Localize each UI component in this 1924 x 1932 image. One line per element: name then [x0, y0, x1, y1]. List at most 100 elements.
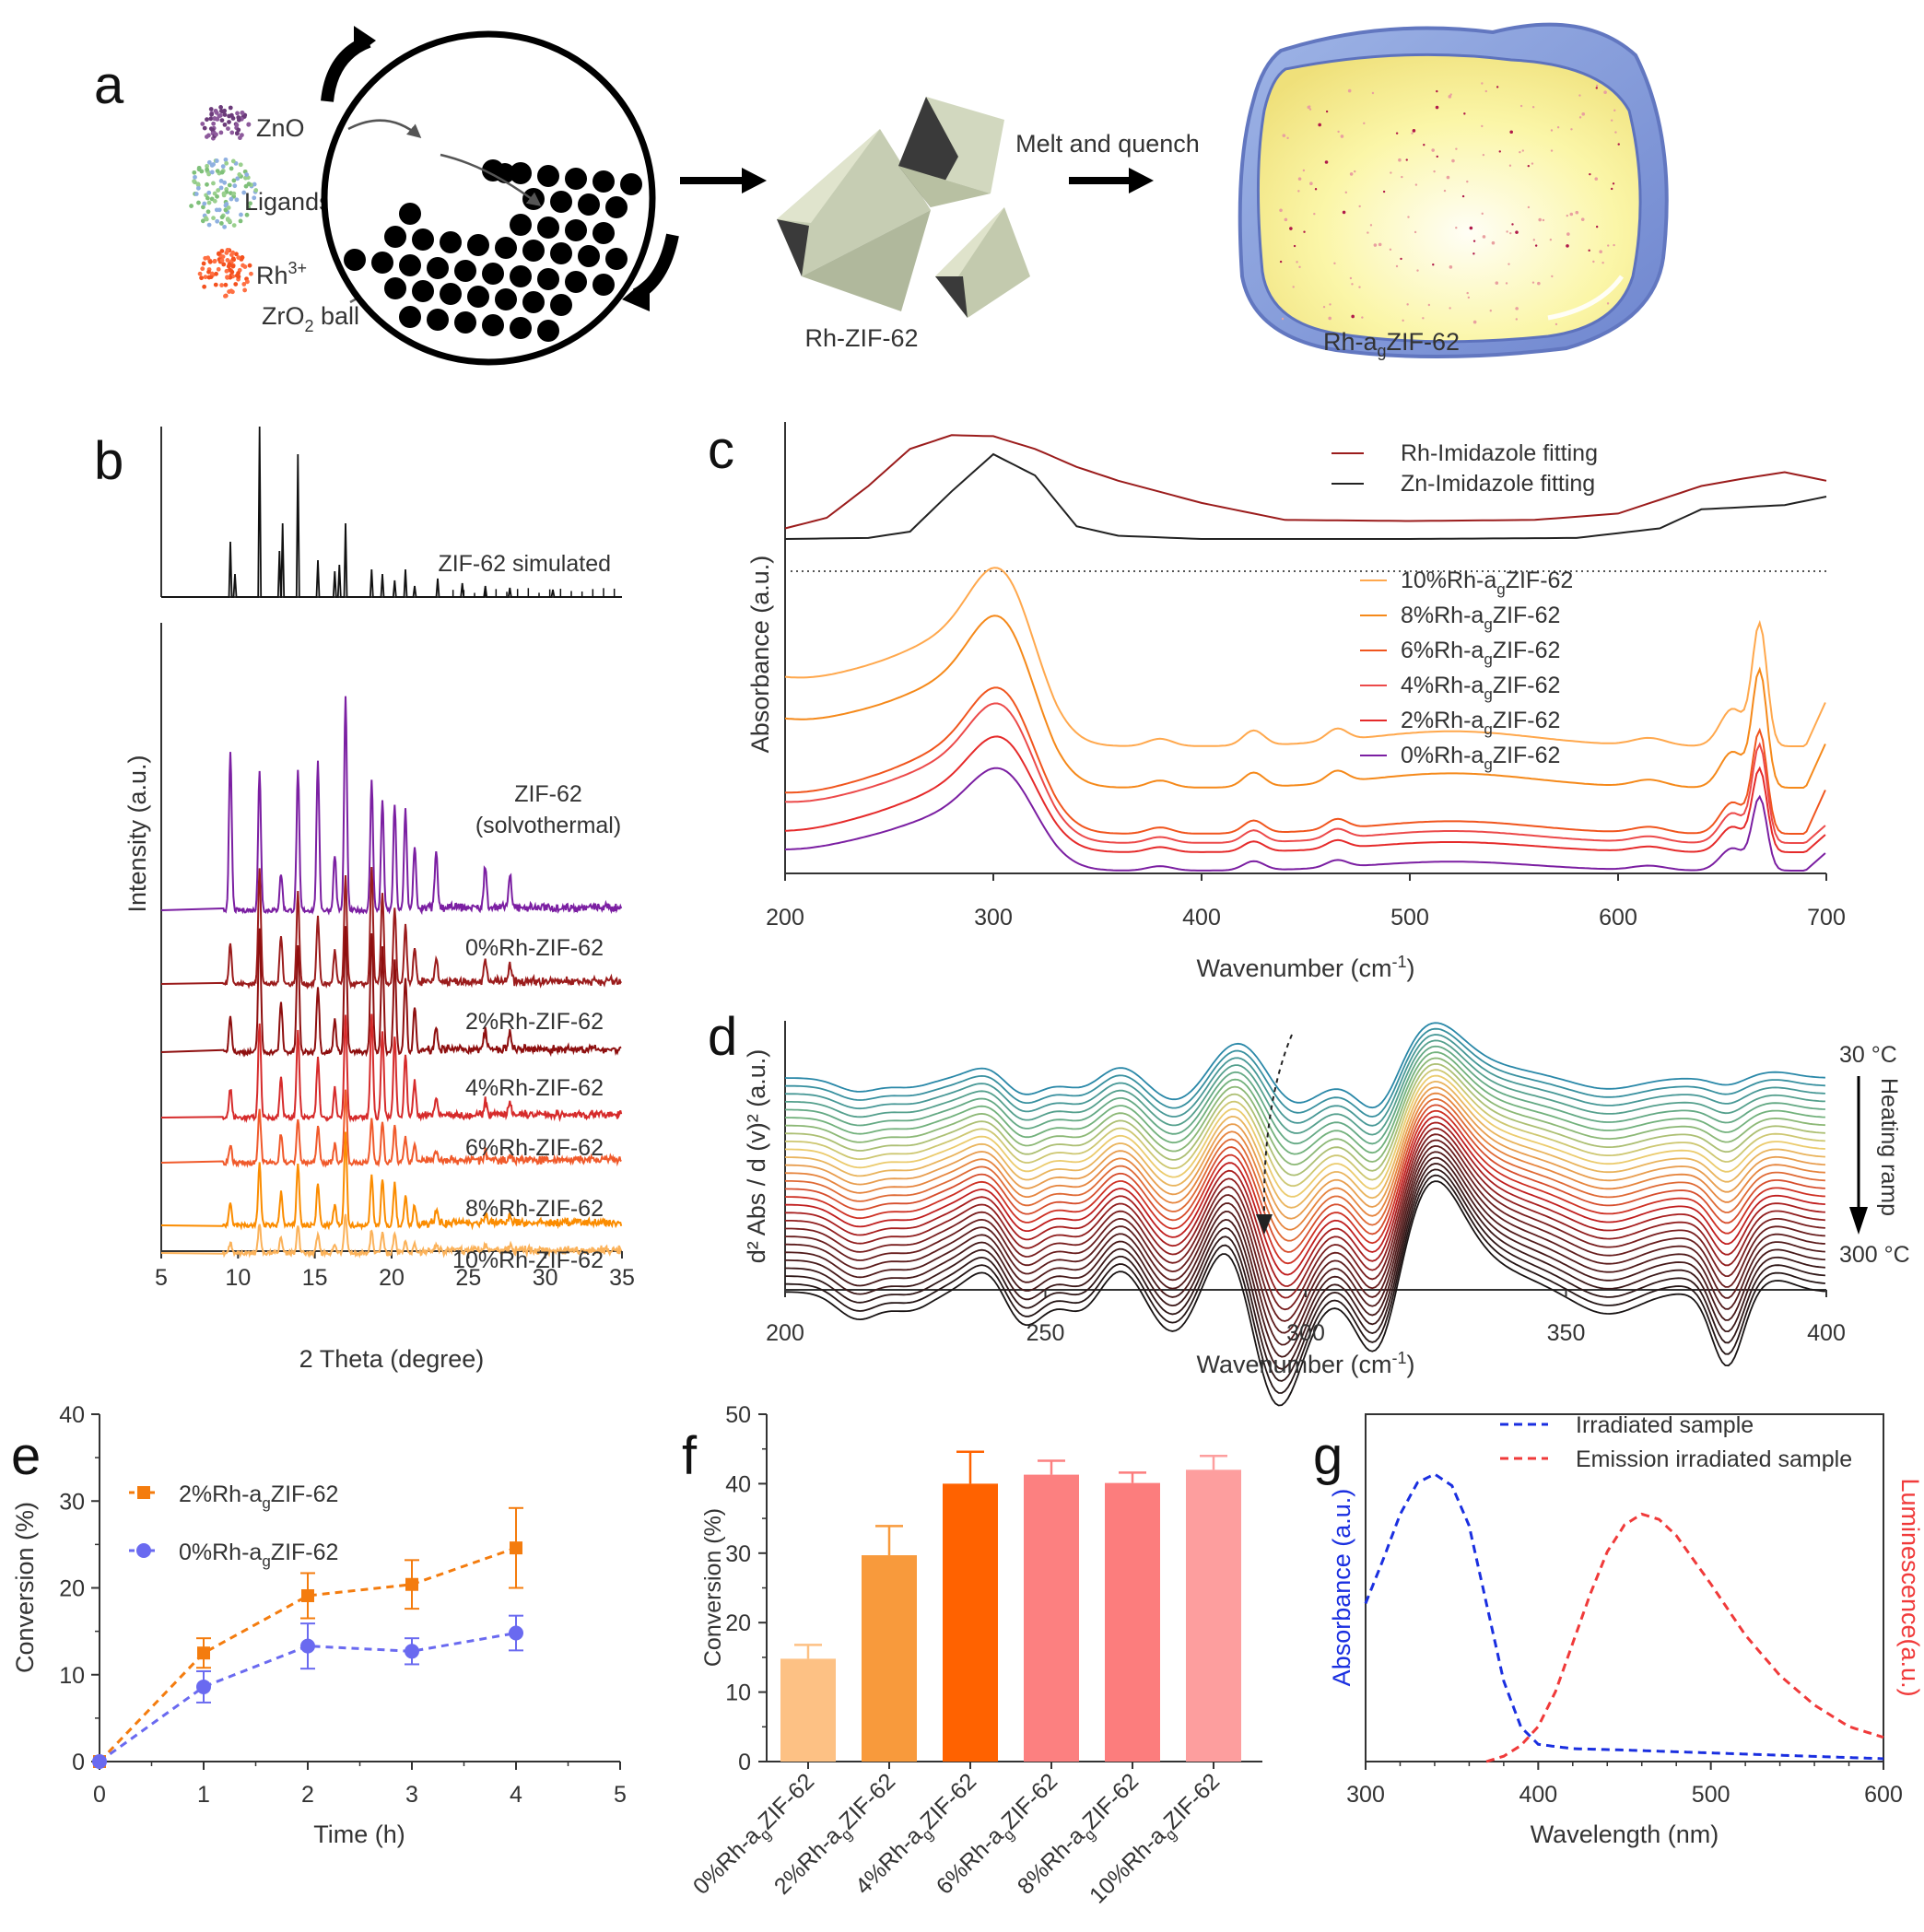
particle — [227, 120, 231, 124]
zro2-ball — [440, 283, 462, 305]
particle — [235, 176, 240, 181]
particle — [200, 218, 205, 224]
particle — [231, 178, 237, 183]
d-tick-label: 350 — [1547, 1320, 1586, 1346]
glass-dot — [1302, 169, 1306, 172]
spectrum-curve-28 — [785, 1180, 1825, 1407]
panel-b-xlabel: 2 Theta (degree) — [299, 1345, 485, 1373]
glass-dot — [1297, 190, 1300, 193]
process-arrow-2-head — [1129, 168, 1154, 193]
particle — [192, 170, 197, 175]
particle — [195, 182, 201, 188]
glass-dot — [1308, 108, 1312, 111]
particle — [230, 116, 236, 121]
particle — [229, 166, 234, 171]
b-tick-label: 15 — [302, 1265, 328, 1291]
glass-dot — [1432, 263, 1435, 266]
rh-agzif-62-glass — [1238, 22, 1669, 358]
panel-e-ylabel: Conversion (%) — [11, 1502, 39, 1673]
e-ytick-label: 30 — [59, 1489, 85, 1515]
spectrum-curve-23 — [785, 1151, 1825, 1346]
zro2-ball — [384, 226, 406, 248]
panel-b-x-ticks: 5 10 15 20 25 30 35 — [155, 1251, 635, 1291]
particle — [224, 160, 229, 166]
glass-dot — [1407, 216, 1410, 218]
glass-dot — [1414, 183, 1418, 186]
f-bar — [1186, 1469, 1241, 1762]
zro2-ball — [412, 228, 434, 251]
series-2-rh-agzif-62 — [784, 735, 1826, 853]
particle — [216, 266, 221, 272]
particle — [197, 271, 203, 276]
panel-f-bars: 0%Rh-agZIF-622%Rh-agZIF-624%Rh-agZIF-626… — [688, 1450, 1241, 1909]
particle — [227, 182, 232, 188]
particle — [211, 162, 216, 167]
glass-dot — [1382, 190, 1386, 193]
particle — [232, 183, 238, 189]
particle — [214, 271, 218, 276]
zro2-ball — [592, 274, 615, 296]
c-legend-label: 6%Rh-agZIF-62 — [1401, 638, 1560, 668]
b-tick-label: 5 — [155, 1265, 168, 1291]
particle — [208, 107, 214, 111]
zro2-ball — [454, 311, 476, 334]
glass-dot — [1611, 187, 1613, 191]
glass-dot — [1595, 84, 1599, 88]
glass-dot — [1601, 262, 1604, 264]
particle — [240, 255, 245, 260]
particle — [252, 181, 257, 187]
e-ytick-label: 20 — [59, 1576, 85, 1602]
particle — [226, 205, 231, 210]
particle — [216, 188, 221, 193]
zro2-ball — [550, 294, 572, 316]
c-legend-label: 0%Rh-agZIF-62 — [1401, 743, 1560, 773]
panel-g-legend-0: Irradiated sample — [1576, 1412, 1754, 1438]
glass-dot — [1612, 182, 1615, 185]
heating-arrow-head — [1849, 1207, 1868, 1235]
glass-dot — [1554, 322, 1558, 326]
panel-g-legend-1: Emission irradiated sample — [1576, 1446, 1852, 1472]
zro2-ball — [482, 314, 504, 336]
f-bar — [1105, 1482, 1160, 1762]
particle — [221, 191, 227, 196]
glass-dot — [1466, 291, 1469, 295]
glass-dot — [1401, 175, 1403, 179]
glass-dot — [1347, 88, 1352, 93]
temp-bottom: 300 °C — [1839, 1242, 1910, 1268]
glass-dot — [1446, 175, 1450, 180]
particle — [202, 284, 207, 289]
zro2-ball — [592, 170, 615, 193]
particle — [205, 209, 211, 215]
particle — [223, 294, 228, 299]
particle — [225, 248, 230, 252]
particle — [239, 212, 243, 217]
particle — [234, 123, 240, 128]
particle — [218, 221, 224, 226]
particle — [241, 190, 247, 195]
c-tick-label: 700 — [1807, 905, 1846, 931]
panel-d-ylabel: d² Abs / d (v)² (a.u.) — [743, 1049, 770, 1264]
particle — [201, 261, 206, 266]
panel-c-legend: 10%Rh-agZIF-62 8%Rh-agZIF-62 6%Rh-agZIF-62… — [1360, 568, 1573, 773]
particle — [230, 158, 236, 164]
particle — [228, 105, 233, 111]
glass-dot — [1371, 91, 1375, 95]
glass-dot — [1481, 212, 1484, 216]
b-tick-label: 35 — [609, 1265, 635, 1291]
zro2-ball — [592, 222, 615, 244]
particle — [248, 201, 252, 206]
solvothermal-label-2: (solvothermal) — [475, 813, 621, 838]
glass-dot — [1578, 116, 1582, 119]
e-ytick-label: 40 — [59, 1402, 85, 1428]
glass-dot — [1595, 87, 1598, 89]
glass-dot — [1395, 264, 1399, 268]
glass-dot — [1427, 303, 1431, 307]
glass-dot — [1313, 212, 1316, 216]
glass-dot — [1538, 217, 1542, 222]
c-tick-label: 600 — [1599, 905, 1637, 931]
particle — [219, 118, 225, 123]
particle — [205, 163, 209, 169]
glass-dot — [1279, 260, 1283, 263]
panel-f-label: f — [682, 1426, 698, 1486]
zro2-ball — [427, 309, 449, 331]
